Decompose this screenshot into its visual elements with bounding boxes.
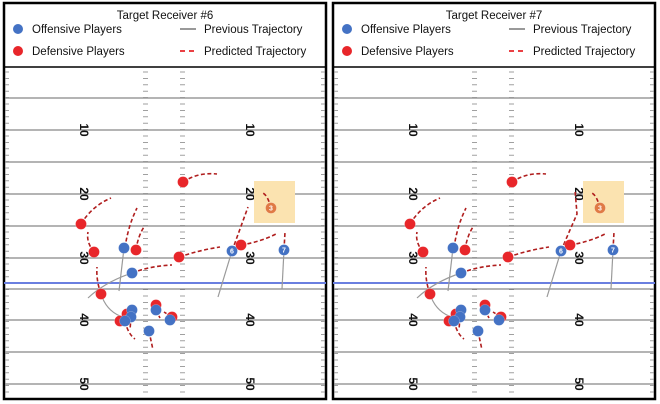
offensive-player [164, 314, 176, 326]
offensive-player [126, 267, 138, 279]
panel-title: Target Receiver #7 [446, 10, 543, 22]
defense-legend-icon [342, 46, 352, 56]
target-player-number: 3 [598, 206, 602, 213]
receiver-7 [278, 244, 290, 256]
predicted-trajectory [560, 189, 578, 252]
offensive-player [150, 304, 162, 316]
target-highlight-box [583, 181, 624, 223]
legend-offense-label: Offensive Players [361, 24, 451, 36]
football-field: 10 10 20 20 30 30 40 40 50 50 6 7 3 [4, 71, 326, 393]
football-field: 10 10 20 20 30 30 40 40 50 50 6 7 3 [333, 71, 655, 393]
target-player-number: 3 [269, 206, 273, 213]
legend-previous-label: Previous Trajectory [533, 24, 632, 36]
offensive-player [479, 304, 491, 316]
defensive-player [502, 251, 514, 263]
legend-offense-label: Offensive Players [32, 24, 122, 36]
yard-number: 50 [77, 377, 91, 391]
yard-number: 10 [77, 123, 91, 137]
receiver-6-number: 6 [230, 249, 234, 256]
yard-number: 20 [77, 187, 91, 201]
offensive-player [118, 242, 130, 254]
yard-number: 30 [77, 251, 91, 265]
target-highlight-box [254, 181, 295, 223]
receiver-7 [607, 244, 619, 256]
defensive-player [177, 176, 189, 188]
defensive-player [417, 246, 429, 258]
yard-number: 30 [243, 251, 257, 265]
defensive-player [506, 176, 518, 188]
yard-number: 40 [243, 313, 257, 327]
panel-title: Target Receiver #6 [117, 10, 214, 22]
offense-legend-icon [342, 24, 352, 34]
offensive-player [447, 242, 459, 254]
previous-trajectory [447, 247, 454, 292]
defense-legend-icon [13, 46, 23, 56]
defensive-player [95, 288, 107, 300]
defensive-player [404, 218, 416, 230]
defensive-player [235, 239, 247, 251]
defensive-player [88, 246, 100, 258]
defensive-player [173, 251, 185, 263]
receiver-7-number: 7 [282, 248, 286, 255]
legend-predicted-label: Predicted Trajectory [533, 46, 636, 58]
legend-defense-label: Defensive Players [32, 46, 125, 58]
yard-number: 20 [243, 187, 257, 201]
yard-number: 40 [77, 313, 91, 327]
receiver-6 [555, 245, 567, 257]
yard-number: 20 [572, 187, 586, 201]
offensive-player [143, 325, 155, 337]
offensive-player [448, 315, 460, 327]
predicted-trajectory [231, 206, 249, 252]
legend-defense-label: Defensive Players [361, 46, 454, 58]
yard-number: 10 [572, 123, 586, 137]
defensive-player [564, 239, 576, 251]
yard-number: 10 [406, 123, 420, 137]
offensive-player [472, 325, 484, 337]
yard-number: 40 [406, 313, 420, 327]
legend-previous-label: Previous Trajectory [204, 24, 303, 36]
previous-trajectory [281, 249, 285, 290]
yard-number: 50 [406, 377, 420, 391]
panel-1: Target Receiver #6 Offensive Players Defen… [2, 1, 328, 401]
receiver-6-number: 6 [559, 249, 563, 256]
defensive-player [424, 288, 436, 300]
legend-predicted-label: Predicted Trajectory [204, 46, 307, 58]
yard-number: 40 [572, 313, 586, 327]
target-player [594, 202, 606, 214]
yard-number: 10 [243, 123, 257, 137]
previous-trajectory [118, 247, 125, 292]
receiver-7-number: 7 [611, 248, 615, 255]
receiver-6 [226, 245, 238, 257]
target-player [265, 202, 277, 214]
defensive-player [459, 244, 471, 256]
previous-trajectory [217, 250, 233, 298]
yard-number: 20 [406, 187, 420, 201]
yard-number: 50 [572, 377, 586, 391]
previous-trajectory [546, 250, 562, 298]
yard-number: 50 [243, 377, 257, 391]
offense-legend-icon [13, 24, 23, 34]
offensive-player [493, 314, 505, 326]
yard-number: 30 [572, 251, 586, 265]
panel-2: Target Receiver #7 Offensive Players Defen… [331, 1, 657, 401]
defensive-player [130, 244, 142, 256]
defensive-player [75, 218, 87, 230]
previous-trajectory [610, 249, 614, 290]
offensive-player [119, 315, 131, 327]
offensive-player [455, 267, 467, 279]
yard-number: 30 [406, 251, 420, 265]
